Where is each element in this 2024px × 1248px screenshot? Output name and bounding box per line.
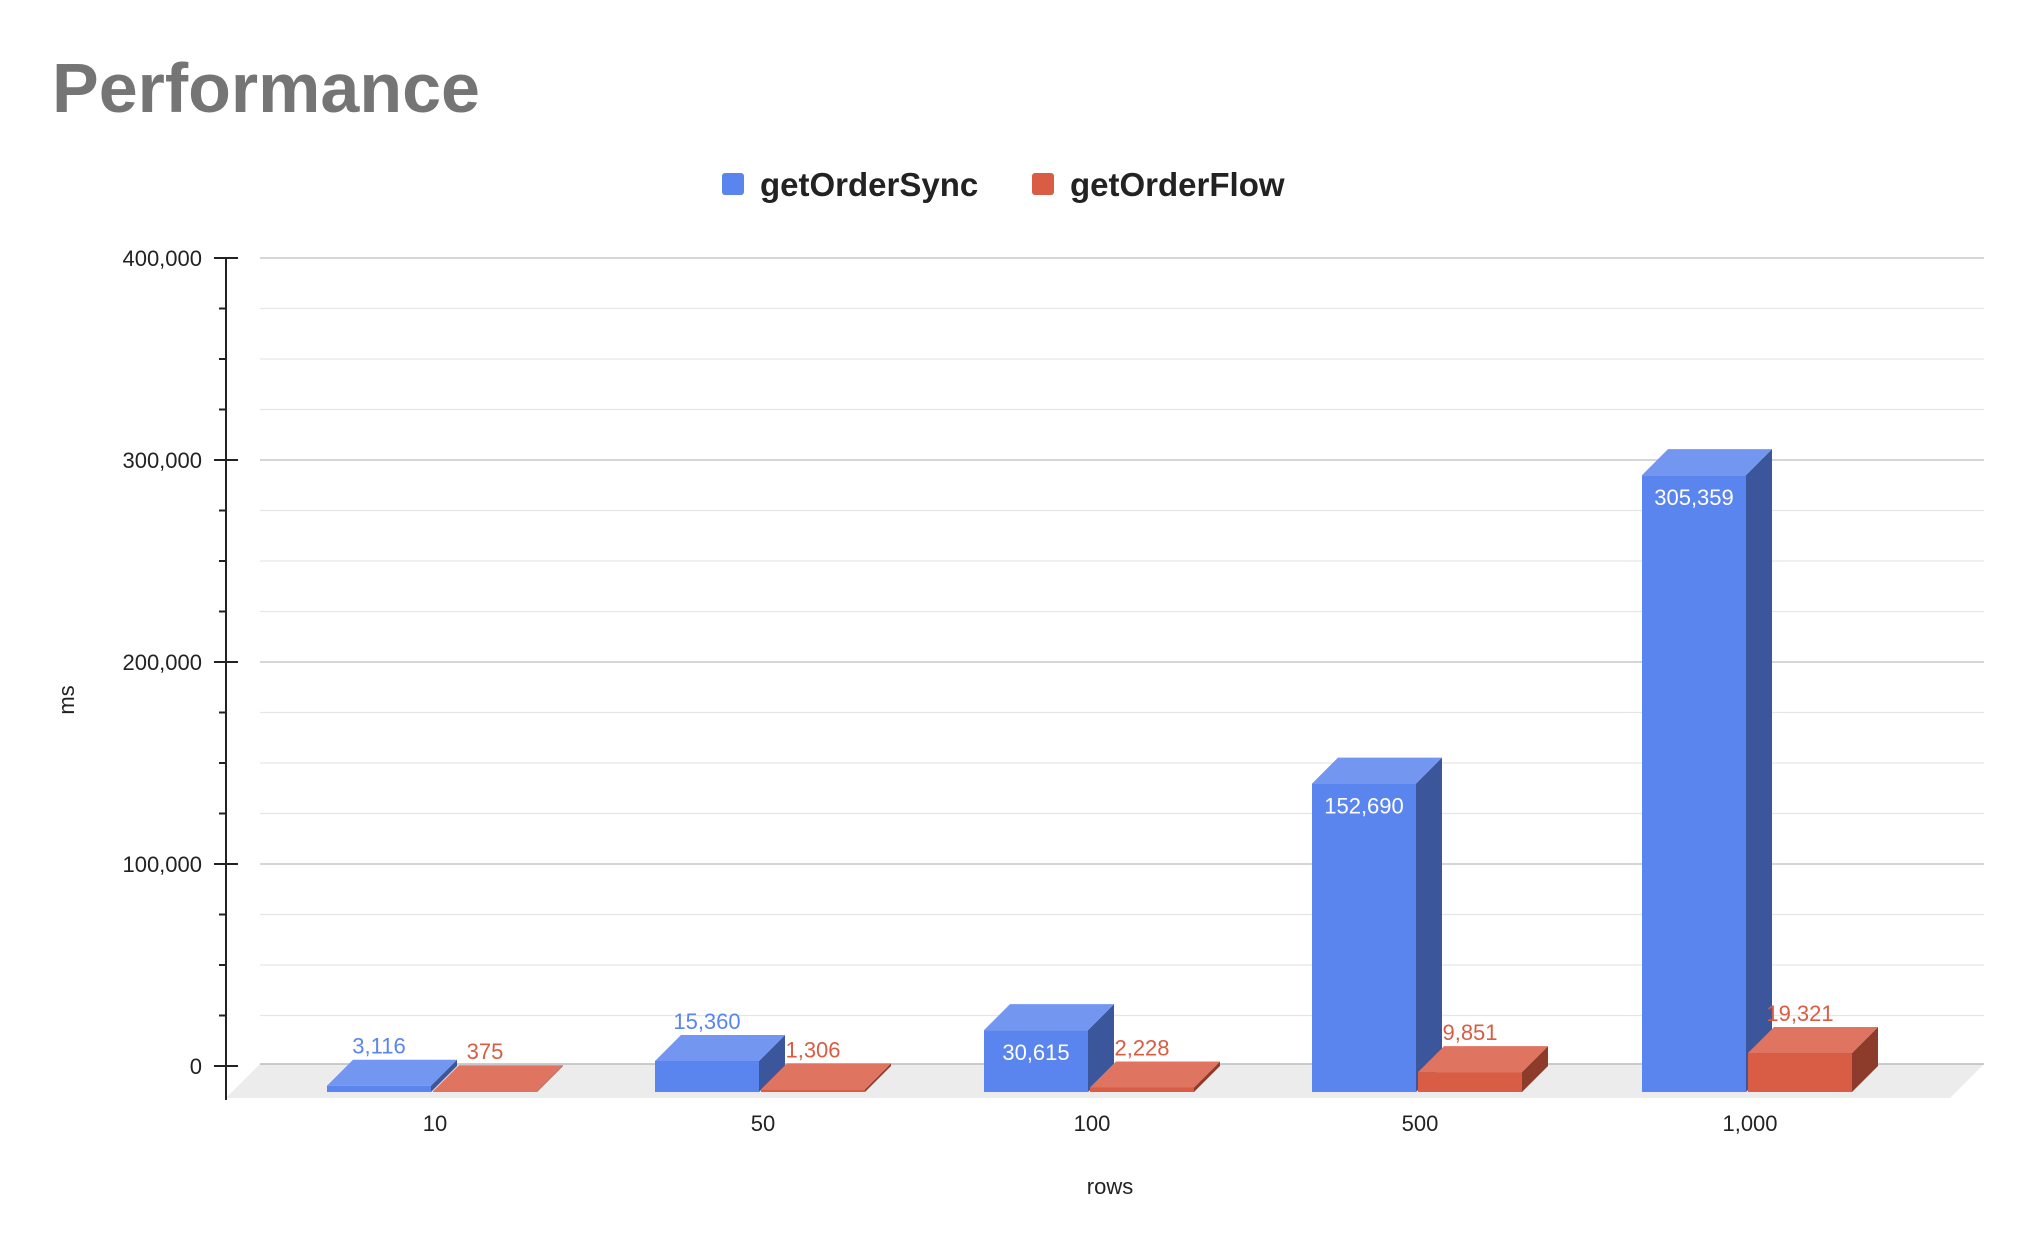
bar-top (1090, 1061, 1220, 1088)
legend-label-getOrderSync: getOrderSync (760, 166, 978, 203)
bar-getOrderFlow-100: 2,228 (1090, 1035, 1220, 1092)
bar-getOrderFlow-1000: 19,321 (1748, 1001, 1878, 1092)
x-tick-label: 100 (1074, 1111, 1111, 1136)
bar-front (327, 1085, 431, 1092)
gridlines (260, 257, 1984, 1017)
data-label: 375 (467, 1039, 504, 1064)
bar-side (1522, 1046, 1548, 1092)
legend-swatch-getOrderSync (722, 173, 744, 195)
data-label: 152,690 (1324, 794, 1404, 819)
bar-front (1312, 783, 1416, 1092)
x-axis-title: rows (1087, 1174, 1133, 1199)
bar-top (327, 1059, 457, 1086)
x-tick-label: 1,000 (1722, 1111, 1777, 1136)
bar-front (1642, 475, 1746, 1092)
bar-top (1748, 1026, 1878, 1053)
bar-front (1090, 1087, 1194, 1092)
bar-top (761, 1063, 891, 1090)
bars: 3,116 375 15,360 1,306 30,615 2,228 152,690 9,8… (327, 449, 1878, 1093)
y-tick-label: 200,000 (122, 650, 202, 675)
bar-front (1748, 1052, 1852, 1092)
bar-getOrderSync-10: 3,116 (327, 1034, 457, 1092)
data-label: 3,116 (352, 1034, 405, 1059)
bar-side (1416, 757, 1442, 1092)
bar-front (433, 1091, 537, 1092)
legend: getOrderSync getOrderFlow (722, 166, 1285, 203)
bar-side (1194, 1061, 1220, 1092)
data-label: 1,306 (785, 1037, 840, 1062)
bar-top (433, 1065, 563, 1092)
y-tick-label: 300,000 (122, 448, 202, 473)
x-axis: 10 50 100 500 1,000 (423, 1111, 1778, 1136)
bar-top (1418, 1046, 1548, 1073)
bar-getOrderFlow-10: 375 (433, 1039, 563, 1092)
y-tick-label: 0 (190, 1054, 202, 1079)
bar-side (1746, 449, 1772, 1093)
legend-label-getOrderFlow: getOrderFlow (1070, 166, 1285, 203)
data-label: 2,228 (1114, 1035, 1169, 1060)
chart-title: Performance (52, 49, 480, 127)
bar-front (984, 1030, 1088, 1092)
bar-getOrderSync-100: 30,615 (984, 1004, 1114, 1092)
bar-side (1852, 1026, 1878, 1092)
bar-side (865, 1063, 891, 1092)
legend-swatch-getOrderFlow (1032, 173, 1054, 195)
x-tick-label: 10 (423, 1111, 447, 1136)
data-label: 9,851 (1442, 1020, 1497, 1045)
bar-getOrderSync-1000: 305,359 (1642, 449, 1772, 1093)
bar-side (759, 1034, 785, 1092)
bar-top (655, 1034, 785, 1061)
bar-getOrderFlow-50: 1,306 (761, 1037, 891, 1092)
x-tick-label: 50 (751, 1111, 775, 1136)
data-label: 19,321 (1766, 1001, 1833, 1026)
bar-getOrderSync-500: 152,690 (1312, 757, 1442, 1092)
bar-front (1418, 1072, 1522, 1092)
bar-front (655, 1060, 759, 1092)
y-axis: 0 100,000 200,000 300,000 400,000 (122, 246, 238, 1100)
y-axis-title: ms (54, 685, 79, 714)
data-label: 305,359 (1654, 485, 1734, 510)
bar-top (1642, 449, 1772, 476)
bar-top (984, 1004, 1114, 1031)
bar-getOrderFlow-500: 9,851 (1418, 1020, 1548, 1092)
y-tick-label: 400,000 (122, 246, 202, 271)
bar-side (537, 1065, 563, 1092)
data-label: 15,360 (673, 1009, 740, 1034)
bar-top (1312, 757, 1442, 784)
data-label: 30,615 (1002, 1040, 1069, 1065)
x-tick-label: 500 (1402, 1111, 1439, 1136)
bar-side (431, 1059, 457, 1092)
y-tick-label: 100,000 (122, 852, 202, 877)
bar-getOrderSync-50: 15,360 (655, 1009, 785, 1092)
bar-front (761, 1089, 865, 1092)
